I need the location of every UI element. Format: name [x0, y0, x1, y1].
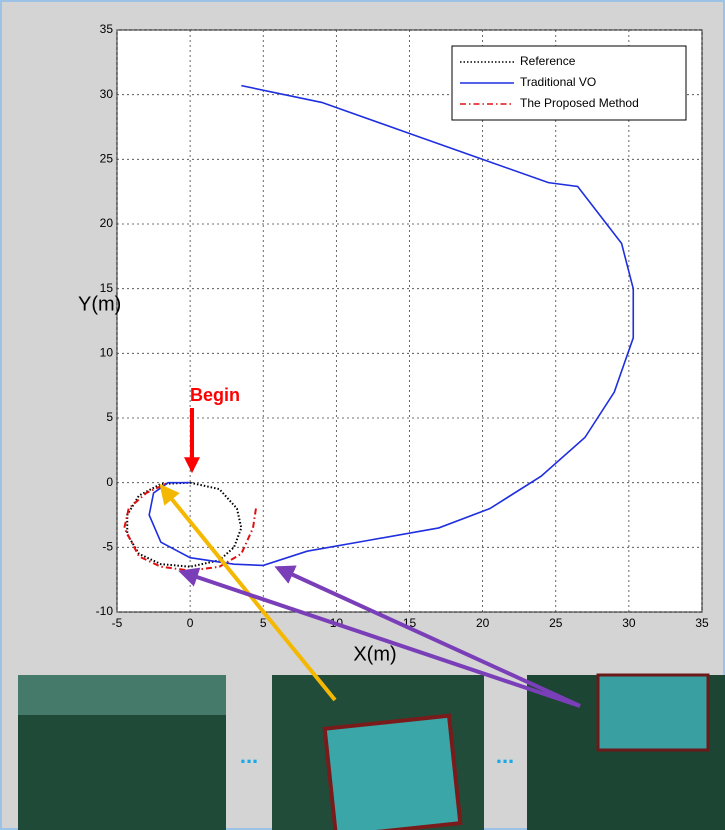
- arrow: [178, 567, 581, 708]
- series-line: [123, 481, 257, 572]
- y-tick-label: -5: [102, 540, 113, 554]
- x-tick-label: -5: [112, 616, 123, 630]
- y-tick-label: 10: [100, 346, 114, 360]
- x-tick-label: 0: [187, 616, 194, 630]
- y-tick-label: 0: [106, 475, 113, 489]
- y-tick-label: 15: [100, 281, 114, 295]
- x-tick-label: 25: [549, 616, 563, 630]
- separator: ...: [496, 743, 514, 768]
- annotation: Begin: [190, 385, 240, 405]
- x-tick-label: 35: [695, 616, 709, 630]
- legend-entries: Reference Traditional VO The Proposed Meth…: [460, 54, 639, 110]
- y-tick-label: 20: [100, 216, 114, 230]
- x-tick-label: 30: [622, 616, 636, 630]
- y-tick-label: 5: [106, 410, 113, 424]
- separator: ...: [240, 743, 258, 768]
- series-line: [148, 84, 635, 567]
- y-tick-label: 30: [100, 87, 114, 101]
- photo-poster: [322, 713, 463, 830]
- arrow: [274, 565, 581, 708]
- y-tick-label: -10: [96, 604, 114, 618]
- legend-label: Reference: [520, 54, 576, 68]
- x-tick-label: 20: [476, 616, 490, 630]
- photo-sky: [18, 675, 226, 715]
- y-tick-label: 25: [100, 152, 114, 166]
- legend-label: Traditional VO: [520, 75, 596, 89]
- legend-label: The Proposed Method: [520, 96, 639, 110]
- lines: [123, 84, 635, 572]
- x-tick-label: 5: [260, 616, 267, 630]
- y-axis-label: Y(m): [78, 293, 121, 315]
- y-tick-label: 35: [100, 22, 114, 36]
- photo-poster: [596, 673, 710, 752]
- x-axis-label: X(m): [353, 643, 396, 665]
